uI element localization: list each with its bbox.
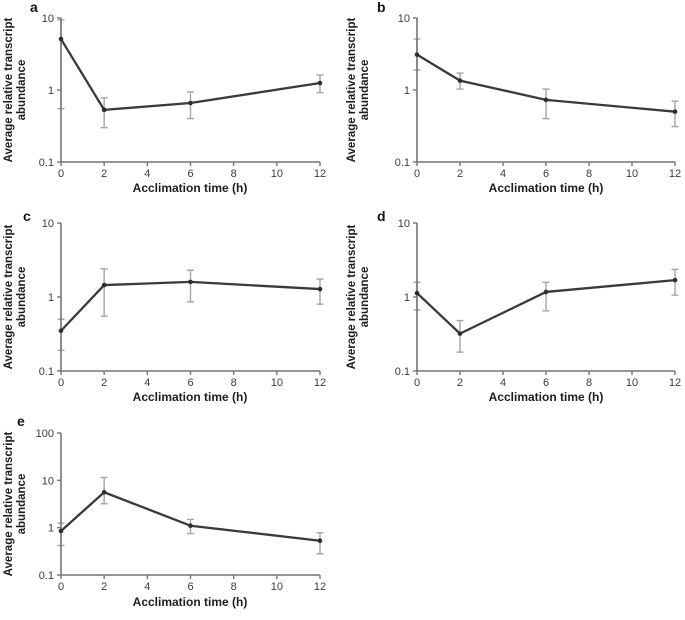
panel-letter-e: e <box>17 413 25 429</box>
panel-b: b Average relative transcript abundance … <box>343 0 685 202</box>
svg-text:1: 1 <box>404 85 410 97</box>
svg-text:8: 8 <box>231 377 237 389</box>
svg-text:12: 12 <box>669 377 681 389</box>
svg-text:4: 4 <box>144 581 150 593</box>
svg-text:10: 10 <box>271 377 283 389</box>
panel-letter-d: d <box>377 208 386 224</box>
panel-letter-c: c <box>23 208 31 224</box>
svg-text:100: 100 <box>36 428 54 440</box>
svg-text:4: 4 <box>500 377 506 389</box>
svg-text:12: 12 <box>669 168 681 180</box>
svg-text:0: 0 <box>58 581 64 593</box>
svg-text:0: 0 <box>58 377 64 389</box>
svg-text:10: 10 <box>398 13 410 25</box>
svg-text:6: 6 <box>187 168 193 180</box>
svg-text:1: 1 <box>404 292 410 304</box>
svg-text:10: 10 <box>271 581 283 593</box>
svg-text:10: 10 <box>626 377 638 389</box>
x-axis-label: Acclimation time (h) <box>132 390 248 404</box>
svg-text:4: 4 <box>500 168 506 180</box>
svg-text:6: 6 <box>187 377 193 389</box>
svg-text:1: 1 <box>48 523 54 535</box>
panel-a-chart: 0.1 1 10 0 2 4 6 8 10 12 <box>39 13 326 180</box>
panel-letter-a: a <box>30 0 38 15</box>
svg-text:0.1: 0.1 <box>395 157 410 169</box>
x-axis-label: Acclimation time (h) <box>488 181 604 195</box>
svg-text:12: 12 <box>314 377 326 389</box>
panel-a: a Average relative transcript abundance … <box>0 0 342 202</box>
svg-text:10: 10 <box>626 168 638 180</box>
svg-text:2: 2 <box>457 377 463 389</box>
svg-text:8: 8 <box>231 168 237 180</box>
svg-text:2: 2 <box>101 581 107 593</box>
svg-text:6: 6 <box>543 377 549 389</box>
panel-letter-b: b <box>377 0 386 15</box>
x-axis-label: Acclimation time (h) <box>488 390 604 404</box>
svg-text:8: 8 <box>586 377 592 389</box>
svg-text:4: 4 <box>144 377 150 389</box>
svg-text:2: 2 <box>457 168 463 180</box>
panel-d-chart: 0.1 1 10 0 2 4 6 8 10 12 <box>395 218 681 389</box>
svg-text:4: 4 <box>144 168 150 180</box>
panel-b-chart: 0.1 1 10 0 2 4 6 8 10 12 <box>395 13 681 180</box>
panel-e-chart: 0.1 1 10 100 0 2 4 6 8 10 12 <box>36 428 326 593</box>
panel-c-chart: 0.1 1 10 0 2 4 6 8 10 12 <box>39 218 326 389</box>
svg-text:10: 10 <box>271 168 283 180</box>
svg-text:12: 12 <box>314 168 326 180</box>
svg-text:0: 0 <box>414 377 420 389</box>
svg-text:6: 6 <box>543 168 549 180</box>
svg-text:10: 10 <box>42 218 54 230</box>
svg-text:0: 0 <box>58 168 64 180</box>
svg-text:6: 6 <box>187 581 193 593</box>
svg-text:0.1: 0.1 <box>39 570 54 582</box>
x-axis-label: Acclimation time (h) <box>132 595 248 609</box>
x-axis-label: Acclimation time (h) <box>132 181 248 195</box>
panel-d: d Average relative transcript abundance … <box>343 203 685 407</box>
svg-text:2: 2 <box>101 377 107 389</box>
svg-text:10: 10 <box>42 475 54 487</box>
panel-c: c Average relative transcript abundance … <box>0 203 342 407</box>
svg-text:0: 0 <box>414 168 420 180</box>
svg-text:0.1: 0.1 <box>39 366 54 378</box>
svg-text:8: 8 <box>586 168 592 180</box>
svg-text:0.1: 0.1 <box>39 157 54 169</box>
svg-text:1: 1 <box>48 85 54 97</box>
svg-text:0.1: 0.1 <box>395 366 410 378</box>
svg-text:2: 2 <box>101 168 107 180</box>
svg-text:8: 8 <box>231 581 237 593</box>
svg-text:10: 10 <box>42 13 54 25</box>
svg-text:1: 1 <box>48 292 54 304</box>
svg-text:10: 10 <box>398 218 410 230</box>
svg-text:12: 12 <box>314 581 326 593</box>
panel-e: e Average relative transcript abundance … <box>0 408 342 620</box>
